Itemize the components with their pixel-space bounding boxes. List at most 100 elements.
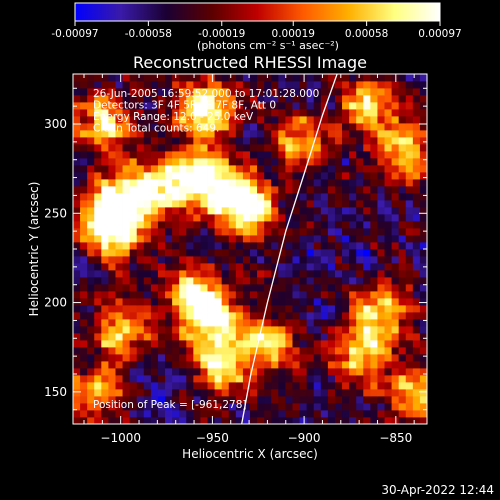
heatmap-cell (214, 326, 223, 334)
heatmap-cell (80, 172, 88, 180)
heatmap-cell (94, 354, 102, 362)
heatmap-cell (235, 200, 244, 208)
heatmap-cell (235, 235, 244, 243)
heatmap-cell (115, 165, 123, 173)
heatmap-cell (207, 172, 215, 180)
heatmap-cell (193, 95, 201, 103)
heatmap-cell (299, 144, 308, 152)
heatmap-cell (370, 368, 378, 376)
heatmap-cell (94, 375, 102, 383)
heatmap-cell (356, 172, 364, 180)
heatmap-cell (200, 242, 208, 250)
heatmap-cell (327, 165, 336, 173)
heatmap-cell (250, 319, 258, 327)
heatmap-cell (80, 221, 88, 229)
colorbar-tick-label: -0.00058 (125, 28, 172, 40)
heatmap-cell (122, 144, 131, 152)
heatmap-cell (278, 235, 286, 243)
heatmap-cell (172, 249, 180, 257)
heatmap-cell (327, 249, 336, 257)
heatmap-cell (320, 81, 329, 89)
heatmap-cell (285, 137, 293, 145)
heatmap-cell (221, 368, 230, 376)
heatmap-cell (136, 249, 145, 257)
heatmap-cell (306, 242, 315, 250)
heatmap-cell (136, 410, 145, 418)
heatmap-cell (108, 256, 116, 264)
heatmap-cell (172, 179, 180, 187)
heatmap-cell (228, 95, 237, 103)
heatmap-cell (108, 74, 116, 82)
heatmap-cell (129, 228, 138, 236)
heatmap-cell (143, 116, 152, 124)
heatmap-cell (264, 186, 272, 194)
heatmap-cell (370, 95, 378, 103)
heatmap-cell (221, 298, 230, 306)
heatmap-cell (349, 382, 357, 390)
heatmap-cell (384, 382, 392, 390)
heatmap-cell (242, 305, 251, 313)
heatmap-cell (278, 305, 286, 313)
heatmap-cell (342, 228, 350, 236)
heatmap-cell (108, 158, 116, 166)
heatmap-cell (108, 354, 116, 362)
heatmap-cell (285, 382, 293, 390)
heatmap-cell (235, 375, 244, 383)
heatmap-cell (299, 382, 308, 390)
heatmap-cell (136, 291, 145, 299)
heatmap-cell (73, 347, 81, 355)
heatmap-cell (278, 144, 286, 152)
heatmap-cell (306, 144, 315, 152)
heatmap-cell (320, 389, 329, 397)
heatmap-cell (73, 403, 81, 411)
heatmap-cell (405, 172, 414, 180)
heatmap-cell (193, 410, 201, 418)
heatmap-cell (320, 116, 329, 124)
heatmap-cell (412, 403, 421, 411)
heatmap-cell (193, 172, 201, 180)
heatmap-cell (87, 242, 95, 250)
heatmap-cell (242, 382, 251, 390)
heatmap-cell (87, 88, 95, 96)
heatmap-cell (157, 277, 166, 285)
heatmap-cell (150, 312, 159, 320)
heatmap-cell (73, 88, 81, 96)
heatmap-cell (136, 207, 145, 215)
heatmap-cell (419, 326, 427, 334)
heatmap-cell (313, 389, 322, 397)
heatmap-cell (419, 74, 427, 82)
heatmap-cell (320, 207, 329, 215)
heatmap-cell (115, 417, 123, 424)
heatmap-cell (306, 291, 315, 299)
heatmap-cell (214, 95, 223, 103)
heatmap-cell (235, 256, 244, 264)
heatmap-cell (313, 410, 322, 418)
heatmap-cell (94, 263, 102, 271)
heatmap-cell (94, 403, 102, 411)
heatmap-cell (405, 193, 414, 201)
heatmap-cell (405, 74, 414, 82)
heatmap-cell (221, 340, 230, 348)
heatmap-cell (257, 249, 265, 257)
heatmap-cell (391, 396, 400, 404)
heatmap-cell (285, 291, 293, 299)
heatmap-cell (214, 333, 223, 341)
heatmap-cell (87, 368, 95, 376)
heatmap-cell (221, 410, 230, 418)
heatmap-cell (172, 88, 180, 96)
heatmap-cell (221, 263, 230, 271)
heatmap-cell (356, 88, 364, 96)
heatmap-cell (313, 375, 322, 383)
heatmap-cell (292, 179, 300, 187)
heatmap-cell (221, 256, 230, 264)
heatmap-cell (193, 319, 201, 327)
heatmap-cell (334, 165, 343, 173)
heatmap-cell (73, 305, 81, 313)
heatmap-cell (356, 228, 364, 236)
heatmap-cell (349, 137, 357, 145)
heatmap-cell (73, 361, 81, 369)
heatmap-cell (271, 186, 279, 194)
heatmap-cell (292, 186, 300, 194)
heatmap-cell (327, 130, 336, 138)
heatmap-cell (228, 172, 237, 180)
